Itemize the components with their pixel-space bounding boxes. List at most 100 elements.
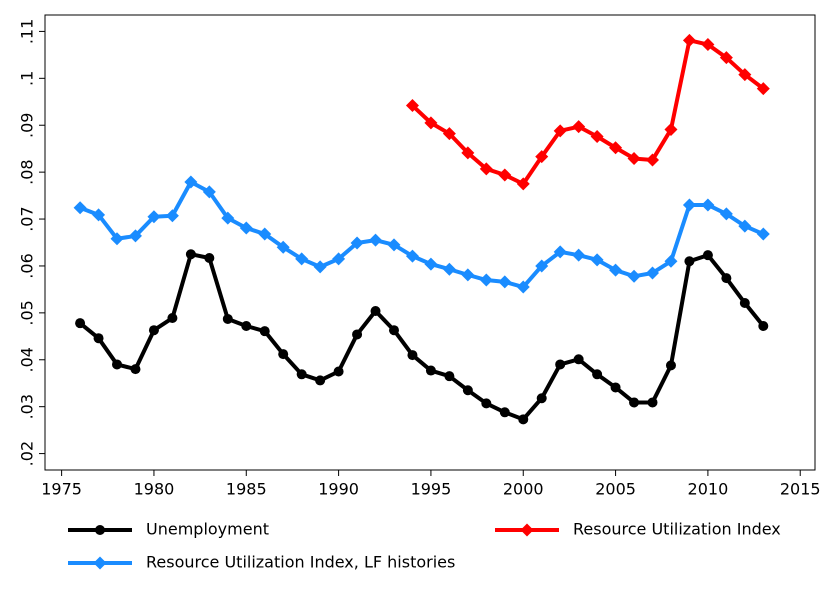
data-point — [462, 385, 473, 396]
data-point — [758, 320, 769, 331]
series-line — [411, 38, 765, 186]
data-point — [92, 208, 106, 222]
data-point — [481, 398, 492, 409]
data-point — [278, 349, 289, 360]
data-point — [516, 280, 530, 294]
data-point — [479, 162, 493, 176]
data-point — [682, 198, 696, 212]
x-tick-label: 2000 — [503, 480, 544, 499]
data-point — [276, 240, 290, 254]
legend-label: Resource Utilization Index — [573, 520, 781, 539]
x-tick-label: 1975 — [41, 480, 82, 499]
data-point — [130, 364, 141, 375]
data-point — [702, 250, 713, 261]
data-point — [721, 273, 732, 284]
data-point — [241, 320, 252, 331]
data-point — [369, 233, 383, 247]
data-point — [701, 198, 715, 212]
data-point — [461, 146, 475, 160]
y-tick-label: .04 — [18, 347, 37, 372]
data-point — [313, 260, 327, 274]
data-point — [332, 252, 346, 266]
y-tick-label: .09 — [18, 113, 37, 138]
data-point — [535, 259, 549, 273]
data-point — [553, 124, 567, 138]
x-tick-label: 1995 — [411, 480, 452, 499]
y-tick-label: .02 — [18, 441, 37, 466]
data-point — [664, 254, 678, 268]
data-point — [665, 360, 676, 371]
y-tick-label: .07 — [18, 206, 37, 231]
data-point — [110, 232, 124, 246]
y-tick-label: .03 — [18, 394, 37, 419]
legend-label: Resource Utilization Index, LF histories — [146, 553, 455, 572]
data-point — [555, 359, 566, 370]
data-point — [573, 354, 584, 365]
data-point — [73, 201, 87, 215]
data-point — [370, 305, 381, 316]
series-line — [79, 179, 765, 290]
y-tick-label: .06 — [18, 253, 37, 278]
y-tick-label: .08 — [18, 159, 37, 184]
data-point — [518, 414, 529, 425]
data-point — [627, 152, 641, 166]
data-point — [222, 313, 233, 324]
data-point — [535, 150, 549, 164]
legend-marker — [520, 523, 534, 537]
x-tick-label: 1985 — [226, 480, 267, 499]
data-point — [610, 382, 621, 393]
data-point — [405, 99, 419, 113]
data-point — [590, 129, 604, 143]
data-point — [148, 325, 159, 336]
data-point — [147, 210, 161, 224]
x-tick-label: 2010 — [688, 480, 729, 499]
data-point — [609, 263, 623, 277]
legend-label: Unemployment — [146, 520, 269, 539]
data-point — [499, 407, 510, 418]
data-point — [407, 350, 418, 361]
data-point — [701, 38, 715, 52]
data-point — [184, 175, 198, 189]
x-tick-label: 2015 — [780, 480, 821, 499]
data-point — [405, 249, 419, 263]
data-point — [646, 153, 660, 167]
data-point — [442, 262, 456, 276]
data-point — [516, 177, 530, 191]
legend-marker — [93, 556, 107, 570]
data-point — [719, 51, 733, 65]
data-point — [498, 275, 512, 289]
data-point — [682, 33, 696, 47]
data-point — [536, 393, 547, 404]
data-point — [295, 252, 309, 266]
data-point — [664, 122, 678, 136]
data-point — [388, 325, 399, 336]
data-point — [719, 207, 733, 221]
data-point — [738, 68, 752, 82]
data-point — [479, 273, 493, 287]
data-point — [442, 127, 456, 141]
data-point — [112, 359, 123, 370]
data-point — [647, 397, 658, 408]
data-point — [167, 313, 178, 324]
data-point — [553, 245, 567, 259]
series-line — [78, 252, 765, 422]
y-tick-label: .05 — [18, 300, 37, 325]
data-point — [352, 329, 363, 340]
data-point — [258, 227, 272, 241]
data-point — [315, 375, 326, 386]
data-point — [128, 229, 142, 243]
data-point — [259, 326, 270, 337]
data-point — [572, 248, 586, 262]
data-point — [185, 249, 196, 260]
data-point — [296, 369, 307, 380]
data-point — [93, 333, 104, 344]
data-point — [738, 219, 752, 233]
data-point — [444, 371, 455, 382]
y-tick-label: .11 — [18, 19, 37, 44]
legend-marker — [95, 525, 105, 535]
x-tick-label: 1990 — [318, 480, 359, 499]
data-point — [592, 369, 603, 380]
data-point — [221, 211, 235, 225]
data-point — [627, 269, 641, 283]
